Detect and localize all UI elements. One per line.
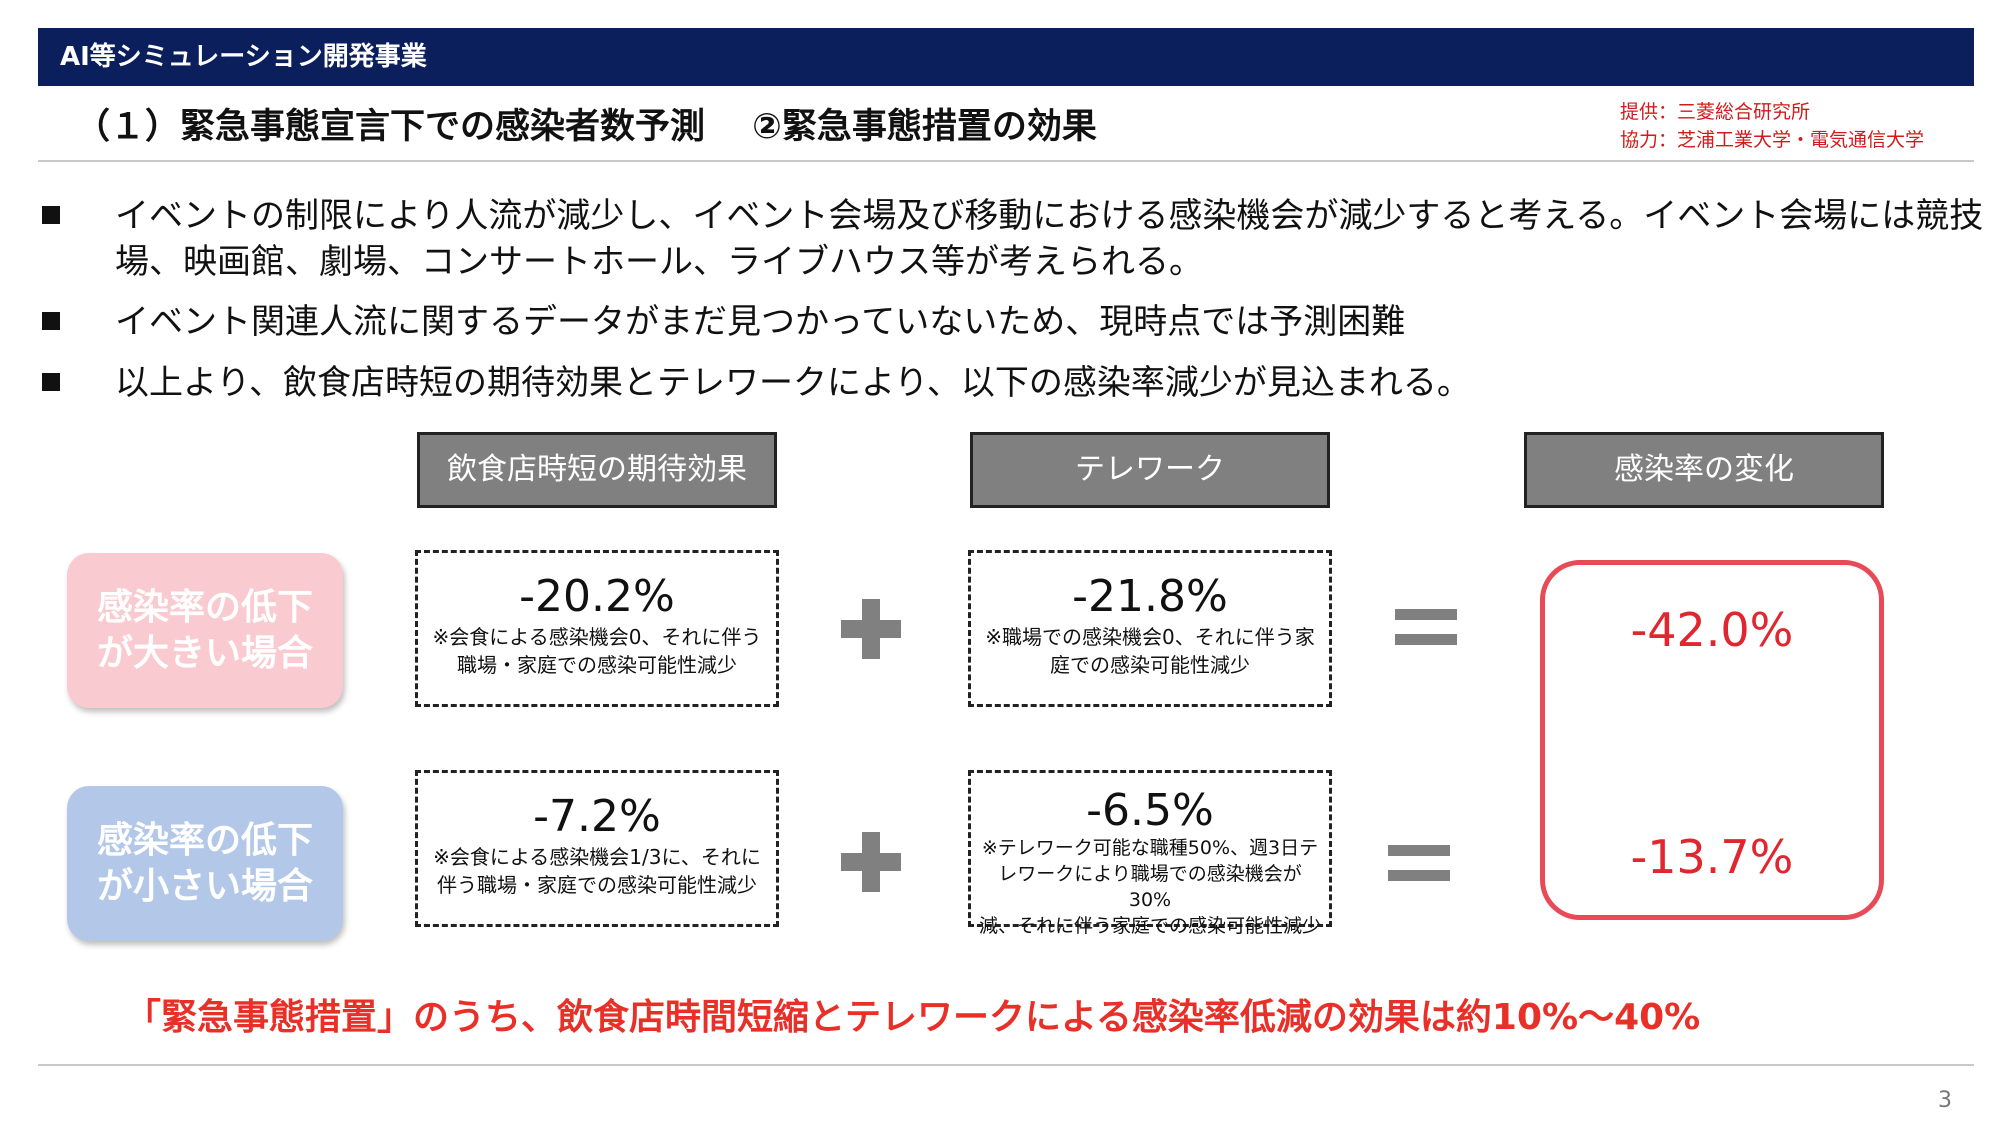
plus-icon — [841, 599, 901, 659]
result-box — [1540, 560, 1884, 920]
small-telework-note-3: 減、それに伴う家庭での感染可能性減少 — [979, 915, 1322, 937]
large-restaurant-note-2: 職場・家庭での感染可能性減少 — [457, 653, 737, 677]
bottom-divider — [38, 1064, 1974, 1066]
equals-icon — [1388, 845, 1450, 881]
column-head-change: 感染率の変化 — [1524, 432, 1884, 508]
case-label-large: 感染率の低下が大きい場合 — [67, 553, 343, 708]
small-restaurant-note-1: ※会食による感染機会1/3に、それに — [433, 845, 761, 869]
credit-cooperation: 協力：芝浦工業大学・電気通信大学 — [1620, 129, 1925, 151]
bullet-item-3: 以上より、飲食店時短の期待効果とテレワークにより、以下の感染率減少が見込まれる。 — [115, 363, 1471, 403]
large-telework-note-1: ※職場での感染機会0、それに伴う家 — [985, 625, 1315, 649]
top-divider — [38, 160, 1974, 162]
credit-provider: 提供：三菱総合研究所 — [1620, 101, 1811, 123]
large-restaurant-note-1: ※会食による感染機会0、それに伴う — [432, 625, 762, 649]
plus-icon — [841, 832, 901, 892]
column-head-restaurant: 飲食店時短の期待効果 — [417, 432, 777, 508]
column-head-telework: テレワーク — [970, 432, 1330, 508]
small-telework-note-2: レワークにより職場での感染機会が30% — [998, 863, 1302, 911]
small-telework-box: -6.5% ※テレワーク可能な職種50%、週3日テ レワークにより職場での感染機… — [968, 770, 1332, 937]
large-telework-value: -21.8% — [1072, 571, 1228, 622]
case-label-small-text: 感染率の低下が小さい場合 — [96, 819, 313, 907]
large-telework-box: -21.8% ※職場での感染機会0、それに伴う家 庭での感染可能性減少 — [968, 550, 1332, 707]
large-telework-note-2: 庭での感染可能性減少 — [1050, 653, 1250, 677]
bullet-1-line-1: イベントの制限により人流が減少し、イベント会場及び移動における感染機会が減少する… — [115, 196, 1984, 236]
small-restaurant-box: -7.2% ※会食による感染機会1/3に、それに 伴う職場・家庭での感染可能性減… — [415, 770, 779, 927]
bullet-item-1: イベントの制限により人流が減少し、イベント会場及び移動における感染機会が減少する… — [115, 193, 1983, 285]
slide-subtitle: （１）緊急事態宣言下での感染者数予測 ②緊急事態措置の効果 — [75, 107, 1097, 147]
case-label-large-text: 感染率の低下が大きい場合 — [96, 586, 313, 674]
equals-icon — [1395, 609, 1457, 645]
section-header-bar: AI等シミュレーション開発事業 — [38, 28, 1974, 86]
small-restaurant-value: -7.2% — [533, 791, 661, 842]
case-label-small: 感染率の低下が小さい場合 — [67, 786, 343, 941]
bullet-marker — [42, 312, 60, 330]
bullet-marker — [42, 206, 60, 224]
small-telework-value: -6.5% — [1086, 785, 1214, 836]
page-number: 3 — [1938, 1088, 1952, 1113]
large-restaurant-value: -20.2% — [519, 571, 675, 622]
conclusion-text: 「緊急事態措置」のうち、飲食店時間短縮とテレワークによる感染率低減の効果は約10… — [125, 997, 1701, 1038]
bullet-item-2: イベント関連人流に関するデータがまだ見つかっていないため、現時点では予測困難 — [115, 302, 1406, 342]
large-result-value: -42.0% — [1630, 603, 1794, 657]
bullet-1-line-2: 場、映画館、劇場、コンサートホール、ライブハウス等が考えられる。 — [115, 242, 1203, 282]
bullet-marker — [42, 373, 60, 391]
credit-block: 提供：三菱総合研究所 協力：芝浦工業大学・電気通信大学 — [1620, 98, 1924, 154]
small-result-value: -13.7% — [1630, 830, 1794, 884]
section-title: AI等シミュレーション開発事業 — [60, 42, 427, 72]
small-telework-note-1: ※テレワーク可能な職種50%、週3日テ — [981, 837, 1319, 859]
large-restaurant-box: -20.2% ※会食による感染機会0、それに伴う 職場・家庭での感染可能性減少 — [415, 550, 779, 707]
small-restaurant-note-2: 伴う職場・家庭での感染可能性減少 — [437, 873, 757, 897]
